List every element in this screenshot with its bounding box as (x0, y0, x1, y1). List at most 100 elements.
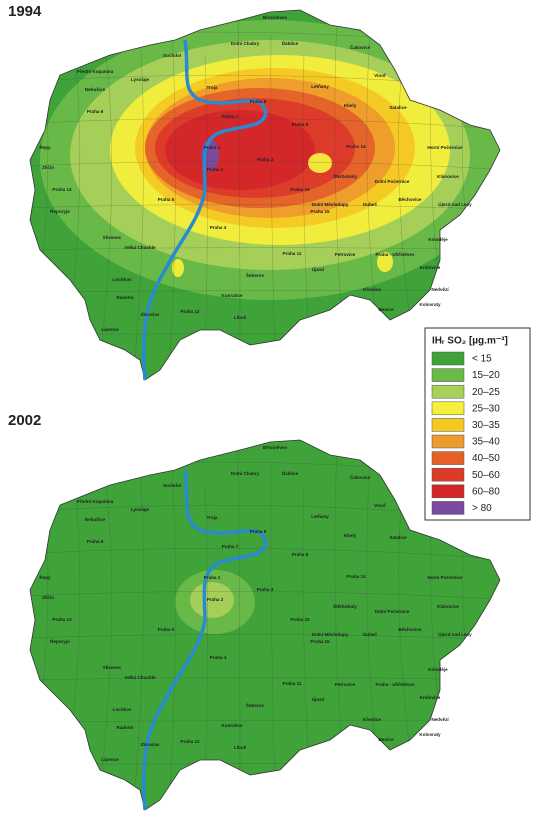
concentration-zone (172, 259, 184, 277)
boundary (204, 484, 208, 791)
place-label: Praha 10 (290, 187, 310, 192)
place-label: Ďáblice (282, 469, 299, 476)
place-label: Suchdol (163, 53, 181, 58)
boundary (30, 591, 500, 601)
place-label: Ďáblice (282, 39, 299, 46)
place-label: Koloděje (428, 667, 448, 672)
place-label: Dolní Počernice (375, 179, 410, 184)
place-label: Praha 5 (158, 627, 175, 632)
place-label: Letňany (311, 84, 329, 89)
place-label: Satalice (389, 105, 407, 110)
legend-swatch (431, 484, 465, 499)
place-label: Čakovice (350, 474, 371, 480)
place-label: Satalice (389, 535, 407, 540)
legend-swatch (431, 351, 465, 366)
boundary (270, 34, 276, 361)
place-label: Petrovice (335, 252, 356, 257)
place-label: Řeporyje (50, 637, 70, 644)
place-label: Řeporyje (50, 207, 70, 214)
legend-swatch (431, 418, 465, 432)
place-label: Horní Počernice (427, 145, 463, 150)
legend-label: 35–40 (472, 437, 500, 448)
place-label: Řepy (39, 573, 51, 580)
boundary (99, 484, 112, 791)
boundary (30, 634, 500, 641)
place-label: Lochkov (113, 277, 132, 282)
place-label: Újezd (312, 696, 324, 702)
place-label: Běchovice (399, 627, 422, 632)
place-label: Zličín (42, 595, 54, 600)
place-label: Zličín (42, 165, 54, 170)
place-label: Dolní Počernice (375, 609, 410, 614)
place-label: Nedvězí (431, 287, 449, 292)
legend: IHᵣ SO₂ [µg.m⁻³] < 15 15–20 20–25 25–30 30–3… (424, 327, 531, 521)
place-label: Praha 2 (207, 167, 224, 172)
legend-label: < 15 (472, 354, 492, 365)
place-label: Dubeč (363, 632, 377, 637)
place-label: Lipence (101, 757, 119, 762)
place-label: Dolní Měcholupy (312, 632, 349, 637)
place-label: Radotín (116, 295, 133, 300)
place-label: Praha 14 (346, 144, 366, 149)
concentration-zone (377, 252, 393, 272)
place-label: Březiněves (263, 15, 288, 20)
place-label: Zbraslav (141, 742, 160, 747)
place-label: Lochkov (113, 707, 132, 712)
place-label: Lysolaje (131, 507, 150, 512)
place-label: Štěrboholy (333, 172, 357, 179)
place-label: Suchdol (163, 483, 181, 488)
place-label: Koloděje (428, 237, 448, 242)
place-label: Lysolaje (131, 77, 150, 82)
legend-label: 40–50 (472, 453, 500, 464)
place-label: Praha - Uhříněves (375, 252, 415, 257)
place-label: Praha 9 (292, 552, 309, 557)
place-label: Nebušice (85, 517, 106, 522)
place-label: Radotín (116, 725, 133, 730)
concentration-zone (308, 153, 332, 173)
legend-swatch (431, 467, 465, 482)
place-label: Benice (378, 737, 394, 742)
place-label: Klánovice (437, 174, 459, 179)
concentration-zone (165, 110, 315, 190)
place-label: Královice (420, 265, 441, 270)
boundary (134, 14, 144, 361)
legend-swatch (431, 451, 465, 465)
legend-label: 15–20 (472, 370, 500, 381)
legend-swatch (431, 384, 465, 399)
place-label: Praha - Uhříněves (375, 682, 415, 687)
place-label: Klánovice (437, 604, 459, 609)
place-label: Nedvězí (431, 717, 449, 722)
legend-title: IHᵣ SO₂ [µg.m⁻³] (432, 336, 508, 347)
place-label: Slivenec (103, 665, 122, 670)
place-label: Štěrboholy (333, 602, 357, 609)
boundary (237, 444, 241, 791)
boundary (237, 14, 241, 361)
legend-swatch (431, 501, 465, 515)
place-label: Praha 11 (283, 251, 302, 256)
place-label: Křeslice (363, 717, 381, 722)
place-label: Kbely (344, 533, 357, 538)
place-label: Kbely (344, 103, 357, 108)
place-label: Troja (207, 85, 218, 90)
boundary (169, 34, 176, 361)
legend-label: 25–30 (472, 403, 500, 414)
place-label: Královice (420, 695, 441, 700)
place-label: Přední Kopanina (77, 499, 114, 504)
boundary (270, 464, 276, 791)
map-title: 1994 (8, 3, 42, 20)
place-label: Čakovice (350, 44, 371, 50)
legend-swatch (431, 401, 465, 416)
place-label: Praha 4 (210, 225, 227, 230)
place-label: Praha 1 (204, 575, 221, 580)
place-label: Praha 7 (222, 114, 239, 119)
place-label: Újezd nad Lesy (438, 631, 472, 637)
boundary (169, 464, 176, 791)
place-label: Praha 4 (210, 655, 227, 660)
place-label: Praha 5 (158, 197, 175, 202)
place-label: Křeslice (363, 287, 381, 292)
place-label: Kunratice (221, 723, 243, 728)
place-label: Praha 6 (87, 539, 104, 544)
place-label: Velká Chuchle (124, 245, 156, 250)
boundary (30, 204, 500, 211)
place-label: Praha 1 (204, 145, 221, 150)
